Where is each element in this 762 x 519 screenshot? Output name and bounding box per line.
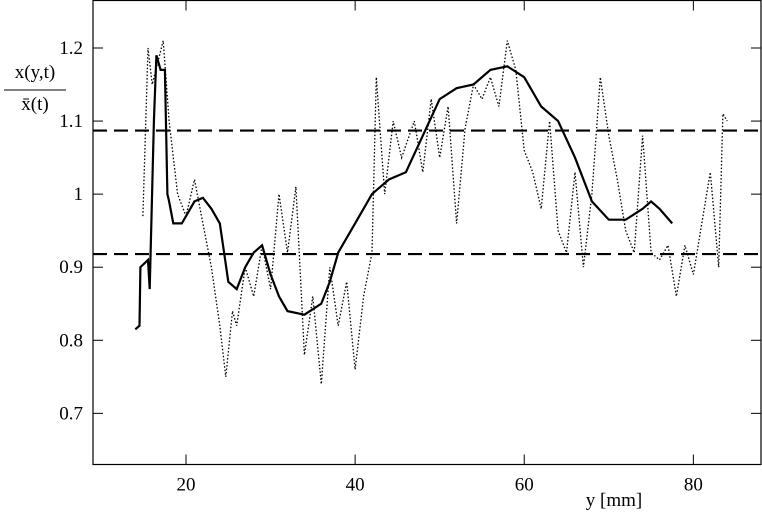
y-tick-label: 1 xyxy=(74,184,84,205)
plot-frame xyxy=(92,0,762,466)
series-line xyxy=(134,54,674,331)
x-tick-label: 60 xyxy=(515,475,534,496)
y-tick-label: 1.1 xyxy=(59,111,83,132)
y-label-denominator: x̄(t) xyxy=(21,94,48,115)
y-tick-label: 1.2 xyxy=(59,38,83,59)
x-tick-label: 80 xyxy=(684,475,703,496)
y-tick-label: 0.8 xyxy=(59,330,83,351)
x-label: y [mm] xyxy=(586,490,642,511)
y-tick-label: 0.7 xyxy=(59,403,83,424)
y-tick-label: 0.9 xyxy=(59,257,83,278)
series-line xyxy=(142,40,728,385)
x-tick-label: 40 xyxy=(346,475,365,496)
y-label-numerator: x(y,t) xyxy=(15,62,55,83)
x-tick-label: 20 xyxy=(177,475,196,496)
